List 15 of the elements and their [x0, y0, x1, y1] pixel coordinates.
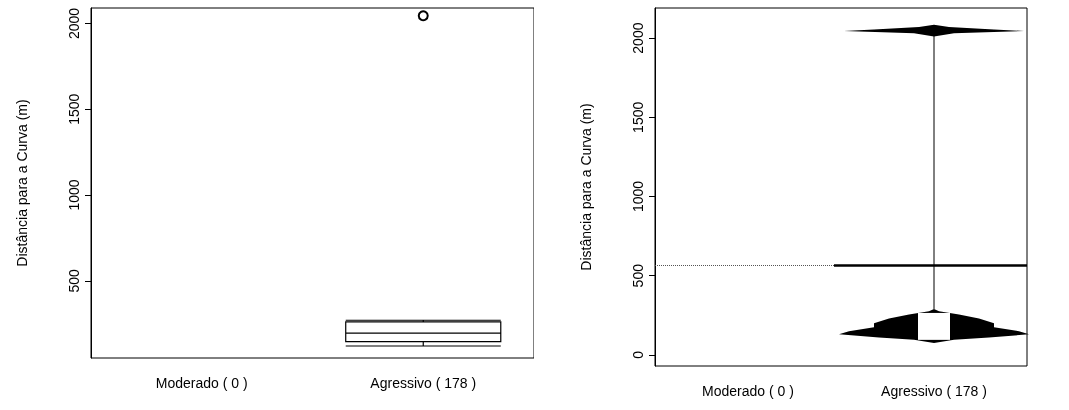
- y-tick-label: 0: [630, 350, 646, 359]
- y-axis-title: Distância para a Curva (m): [14, 99, 30, 267]
- x-tick-label: Agressivo ( 178 ): [881, 383, 987, 399]
- x-tick-label: Moderado ( 0 ): [155, 375, 248, 391]
- y-tick-label: 2000: [630, 22, 646, 54]
- y-tick-label: 1000: [66, 179, 82, 211]
- x-tick-label: Agressivo ( 178 ): [370, 375, 477, 391]
- x-tick-label: Moderado ( 0 ): [702, 383, 794, 399]
- y-tick-label: 500: [66, 268, 82, 293]
- y-tick-label: 2000: [66, 7, 82, 40]
- y-tick-label: 500: [630, 263, 646, 288]
- y-tick-label: 1500: [630, 101, 646, 133]
- y-axis-title: Distância para a Curva (m): [578, 103, 594, 271]
- y-tick-label: 1500: [66, 93, 82, 125]
- y-tick-label: 1000: [630, 180, 646, 213]
